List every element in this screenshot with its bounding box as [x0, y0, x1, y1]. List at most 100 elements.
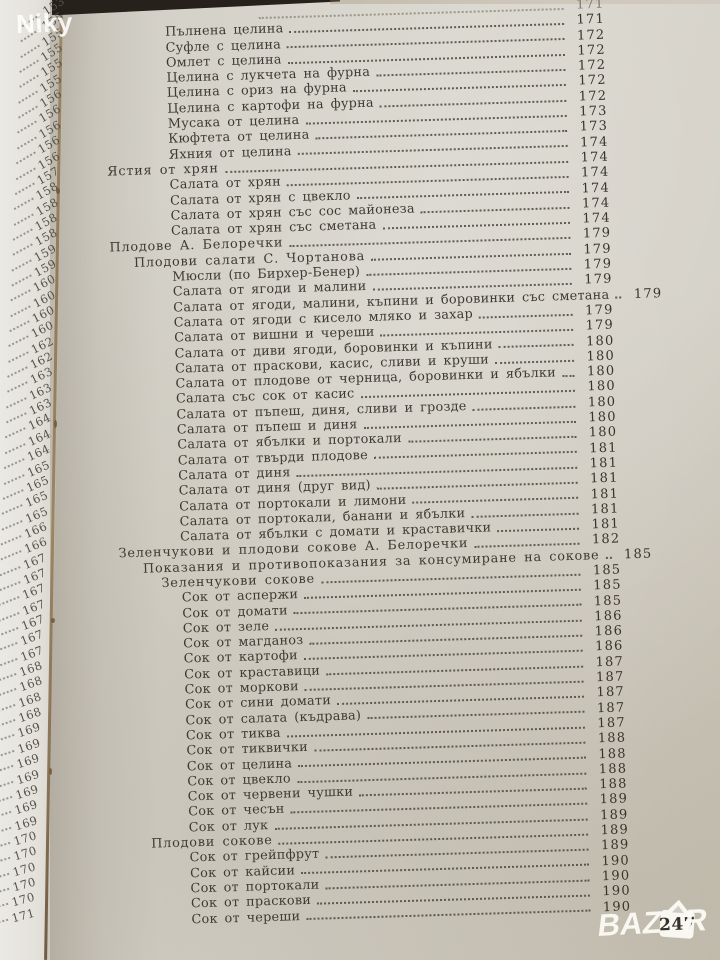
- toc-entry-page: 185: [593, 593, 623, 609]
- dot-leader: [605, 557, 612, 560]
- toc-entry-page: 172: [576, 27, 606, 44]
- dot-leader: [615, 296, 622, 299]
- dot-leader: [0, 841, 11, 850]
- toc-entry-page: 187: [596, 684, 626, 701]
- toc-entry-page: 190: [601, 853, 631, 869]
- bazar-watermark: BAZ 247 R: [596, 902, 710, 943]
- dot-leader: [0, 857, 11, 866]
- dot-leader: [474, 542, 580, 549]
- dot-leader: [0, 688, 17, 698]
- dot-leader: [0, 642, 18, 653]
- dot-leader: [498, 344, 574, 349]
- foxing-spot: [51, 618, 55, 623]
- toc-entry-page: 189: [599, 791, 629, 808]
- toc-entry-page: 189: [600, 837, 630, 854]
- toc-entry-label: Сок от череши: [191, 908, 301, 927]
- dot-leader: [0, 749, 15, 759]
- dot-leader: [494, 359, 575, 364]
- toc-entry-page: 181: [590, 486, 620, 502]
- toc-entry-page: 189: [600, 822, 630, 839]
- bazar-watermark-text-right: R: [682, 902, 710, 939]
- toc-entry-page: 180: [586, 363, 616, 380]
- toc-entry-page: 181: [591, 516, 621, 533]
- gutter-shadow: [50, 0, 160, 960]
- dot-leader: [562, 374, 575, 378]
- dot-leader: [0, 795, 13, 805]
- toc-entry-page: 182: [591, 531, 621, 548]
- dot-leader: [0, 826, 12, 835]
- dot-leader: [0, 872, 10, 881]
- dot-leader: [0, 903, 9, 911]
- toc-entry-page: 172: [578, 73, 607, 90]
- toc-entry-page: 186: [594, 638, 624, 655]
- toc-entry-page: 179: [583, 256, 613, 273]
- toc-entry-page: 180: [587, 394, 617, 411]
- toc-entry-page: 174: [579, 134, 609, 151]
- toc-entry-page: 187: [595, 669, 625, 686]
- toc-entry-page: 179: [583, 241, 612, 258]
- toc-entry-page: 190: [602, 883, 632, 900]
- toc-entry-page: 185: [592, 562, 622, 579]
- toc-entry-page: 171: [576, 12, 606, 28]
- toc-entry-page: 180: [588, 409, 617, 426]
- toc-entry-page: 173: [579, 119, 609, 135]
- foxing-spot: [56, 188, 60, 194]
- dot-leader: [497, 527, 580, 533]
- toc-entry-page: 185: [593, 577, 622, 594]
- dot-leader: [0, 918, 8, 927]
- toc-entry-page: 172: [578, 88, 608, 105]
- toc-entry-page: 179: [582, 226, 612, 242]
- toc-list: 171 Пълнена целина 171 Суфле с целина 172 Омл…: [102, 0, 663, 929]
- dot-leader: [471, 512, 579, 518]
- toc-entry-page: 181: [589, 470, 619, 487]
- toc-entry-page: 180: [586, 348, 616, 365]
- dot-leader: [479, 313, 573, 319]
- toc-entry-page: 188: [599, 776, 628, 793]
- toc-entry-page: 171: [575, 0, 605, 13]
- toc-entry-page: 179: [584, 271, 613, 288]
- toc-entry-page: 180: [588, 424, 618, 441]
- toc-entry-page: 188: [598, 745, 627, 762]
- toc-entry-page: 173: [579, 103, 608, 120]
- toc-entry-page: 185: [623, 546, 653, 563]
- toc-entry-page: 179: [585, 317, 615, 334]
- photo-owner-watermark: Niky: [15, 7, 74, 39]
- toc-entry-page: 188: [598, 761, 628, 778]
- toc-entry-page: 189: [599, 807, 629, 823]
- page-top-edge: [330, 0, 720, 4]
- toc-entry-page: 179: [633, 285, 663, 302]
- toc-entry-page: 186: [594, 608, 623, 625]
- toc-entry-page: 172: [577, 42, 607, 59]
- toc-entry-page: 181: [589, 455, 619, 472]
- dot-leader: [472, 405, 576, 411]
- toc-entry-page: 179: [584, 302, 614, 319]
- toc-entry-page: 190: [601, 868, 631, 885]
- toc-entry-page: 187: [597, 715, 627, 732]
- toc-entry-page: 181: [589, 440, 618, 457]
- toc-entry-page: 174: [580, 149, 610, 166]
- toc-entry-page: 174: [581, 180, 611, 197]
- toc-entry-page: 187: [595, 654, 625, 671]
- toc-entry-label: Сок от домати: [182, 602, 289, 622]
- toc-entry-page: 187: [596, 700, 626, 716]
- dot-leader: [0, 887, 10, 896]
- dot-leader: [0, 703, 16, 713]
- left-page-strip: 153 155 155 155 155 155 156 156 156 156 156 157 158 1…: [0, 0, 90, 960]
- foxing-spot: [49, 768, 52, 775]
- toc-entry-page: 186: [594, 623, 624, 640]
- dot-leader: [0, 780, 13, 790]
- toc-entry-label: Сок от чесън: [188, 802, 285, 820]
- toc-entry-page: 174: [581, 195, 611, 212]
- toc-entry-page: 174: [582, 210, 612, 227]
- dot-leader: [0, 811, 12, 820]
- toc-entry-page: 188: [597, 730, 627, 747]
- dot-leader: [0, 596, 20, 607]
- toc-entry-page: 174: [580, 164, 610, 181]
- toc-entry-page: 180: [587, 379, 617, 395]
- dot-leader: [0, 765, 14, 774]
- toc-entry-page: 172: [577, 57, 607, 74]
- dot-leader: [0, 734, 15, 744]
- foxing-spot: [54, 420, 57, 428]
- toc-entry-page: 180: [585, 333, 615, 349]
